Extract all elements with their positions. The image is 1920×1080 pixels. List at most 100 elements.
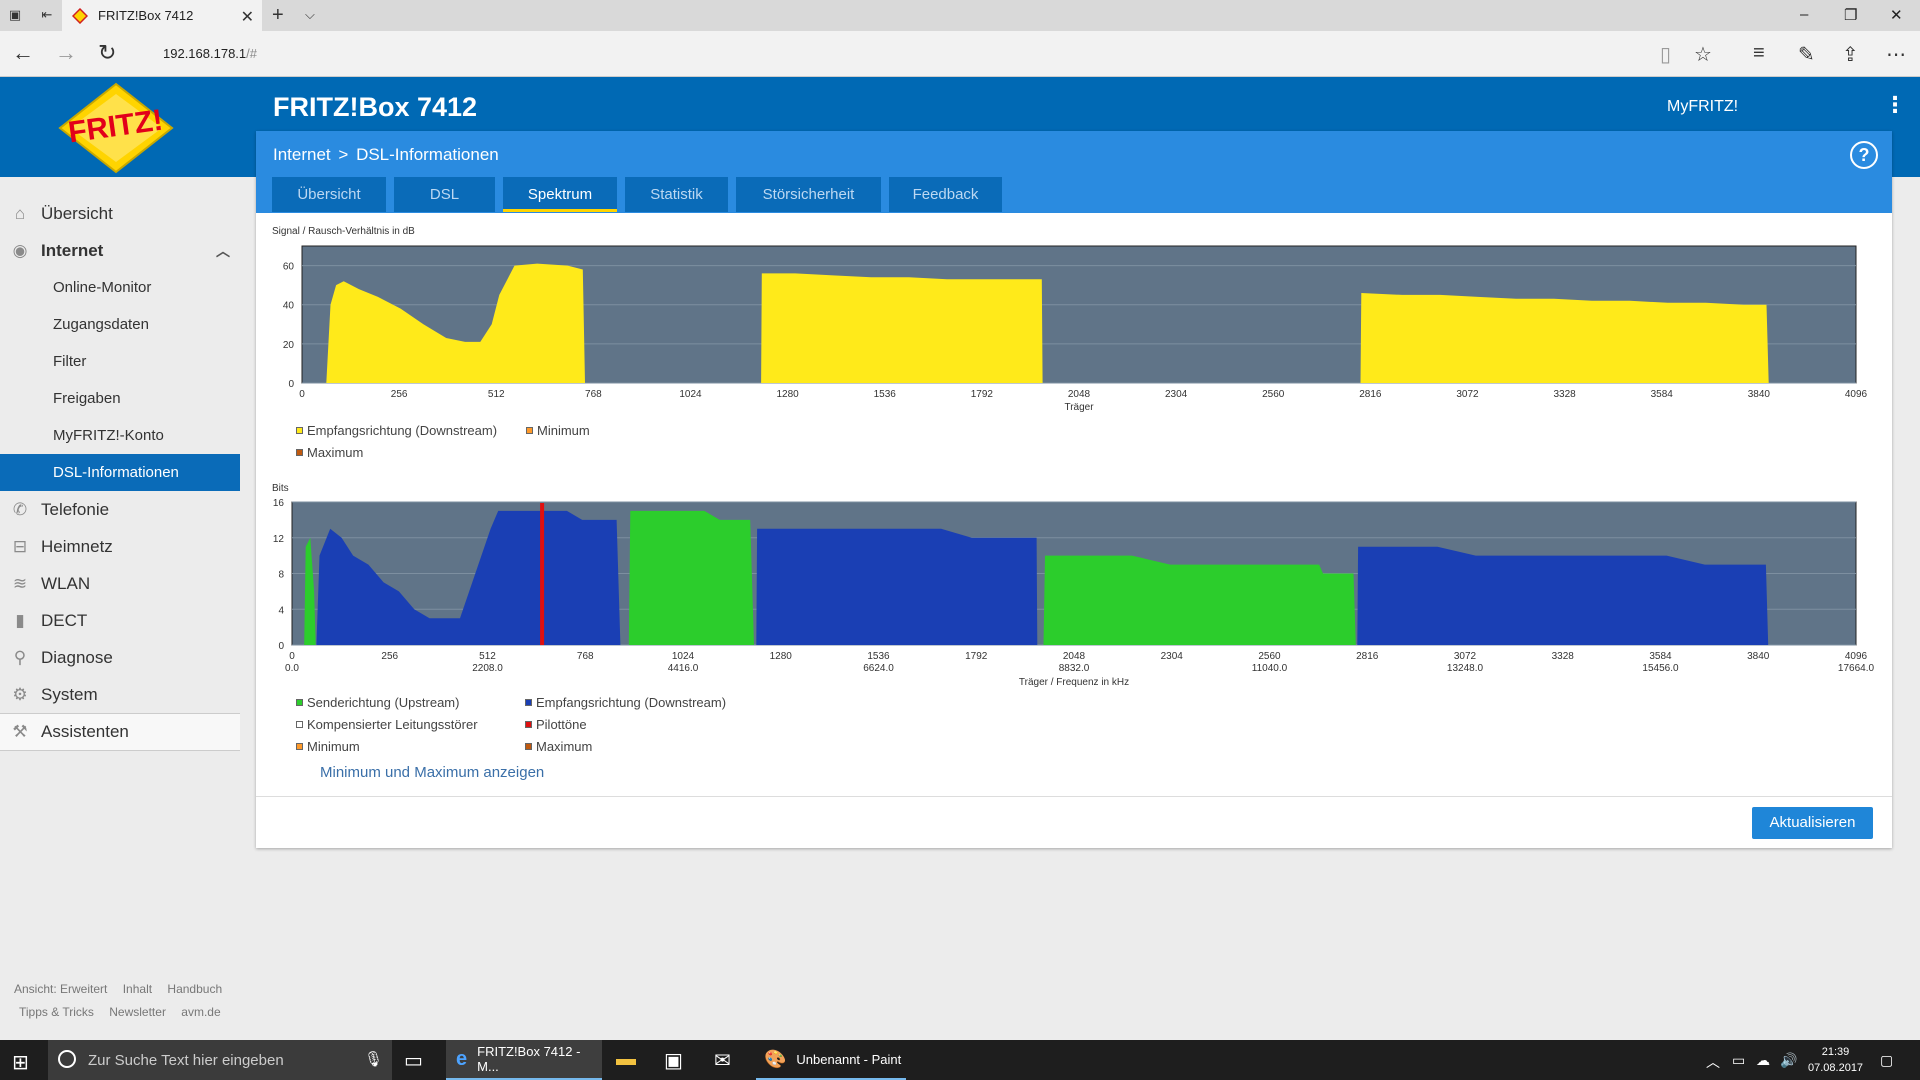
tab-statistik[interactable]: Statistik [625,177,728,212]
microphone-icon[interactable]: 🎙 [364,1051,384,1068]
task-view-icon[interactable]: ▭ [404,1050,423,1072]
footer-link-avm[interactable]: avm.de [181,1005,221,1019]
sidebar-item-wlan[interactable]: ≋ WLAN [0,565,240,602]
sidebar-item-label: DECT [41,610,88,630]
paint-icon: 🎨 [764,1048,787,1069]
x-tick-label: 512 [479,651,496,662]
x-axis-label: Träger / Frequenz in kHz [1019,677,1129,688]
sidebar-item-label: Übersicht [41,203,113,223]
action-center-icon[interactable]: ▢ [1880,1052,1894,1068]
myfritz-link[interactable]: MyFRITZ! [1667,98,1739,115]
minimize-icon[interactable]: – [1800,6,1809,23]
share-icon[interactable]: ⇪ [1842,44,1859,66]
legend-swatch-green [296,699,303,706]
tray-volume-icon[interactable]: 🔊 [1780,1052,1798,1068]
show-min-max-link[interactable]: Minimum und Maximum anzeigen [320,764,545,781]
mail-icon[interactable]: ✉ [714,1050,731,1072]
fritz-logo[interactable]: FRITZ! [56,80,176,176]
web-note-icon[interactable]: ✎ [1798,44,1815,66]
update-button[interactable]: Aktualisieren [1752,807,1873,839]
sidebar-subitem-myfritz-konto[interactable]: MyFRITZ!-Konto [53,427,164,444]
x-tick-label: 2304 [1165,389,1188,400]
sidebar-item-system[interactable]: ⚙ System [0,676,240,713]
sidebar-subitem-filter[interactable]: Filter [53,353,87,370]
sidebar-subitem-freigaben[interactable]: Freigaben [53,390,121,407]
x-tick-label: 2048 [1068,389,1091,400]
sidebar-item-label: WLAN [41,573,91,593]
freq-tick-label: 4416.0 [668,663,699,674]
legend-swatch-blue [525,699,532,706]
kebab-menu-icon[interactable]: ⋮ [1884,92,1906,117]
url-field[interactable]: 192.168.178.1/# [163,46,257,61]
footer-link-inhalt[interactable]: Inhalt [122,982,153,996]
sidebar-item-uebersicht[interactable]: ⌂ Übersicht [0,195,240,232]
help-icon[interactable]: ? [1850,141,1878,169]
restore-icon[interactable]: ❐ [1844,7,1858,24]
more-icon[interactable]: ⋯ [1886,44,1906,66]
sidebar-item-internet[interactable]: ◉ Internet ︿ [0,232,240,269]
store-icon[interactable]: ▣ [664,1050,683,1072]
browser-tab[interactable]: FRITZ!Box 7412 ✕ [62,0,262,31]
tab-feedback[interactable]: Feedback [889,177,1002,212]
tab-preview-chevron-icon[interactable]: ⌵ [305,7,315,22]
chevron-up-icon[interactable]: ︿ [216,242,230,259]
tray-cloud-icon[interactable]: ☁ [1756,1052,1770,1068]
sidebar-item-assistenten[interactable]: ⚒ Assistenten [0,713,240,750]
back-icon[interactable]: ← [12,40,34,65]
refresh-icon[interactable]: ↻ [98,40,117,65]
windows-start-icon[interactable]: ⊞ [12,1052,29,1074]
footer-link-ansicht[interactable]: Ansicht: Erweitert [14,982,108,996]
pilot-tone-mark [540,503,545,645]
x-tick-label: 1280 [777,389,800,400]
series-area [316,510,1769,645]
legend-label: Maximum [536,739,593,754]
sidebar-item-diagnose[interactable]: ⚲ Diagnose [0,639,240,676]
system-icon: ⚙ [12,684,28,704]
legend-swatch-orange [296,743,303,750]
taskbar-search-placeholder: Zur Suche Text hier eingeben [88,1052,284,1069]
x-tick-label: 0 [289,651,295,662]
x-tick-label: 512 [488,389,505,400]
close-tab-icon[interactable]: ✕ [240,9,254,26]
new-tab-icon[interactable]: + [272,4,284,26]
network-icon: ⊟ [12,536,28,556]
window-close-icon[interactable]: ✕ [1890,7,1903,24]
taskbar-search[interactable]: Zur Suche Text hier eingeben 🎙 [48,1040,392,1080]
taskbar-clock[interactable]: 21:39 07.08.2017 [1808,1044,1863,1076]
tray-chevron-up-icon[interactable]: ︿ [1706,1054,1720,1070]
footer-link-newsletter[interactable]: Newsletter [109,1005,166,1019]
y-tick-label: 40 [283,301,295,312]
reading-view-icon[interactable]: ▯ [1660,44,1672,66]
tray-network-icon[interactable]: ▭ [1732,1052,1746,1068]
footer-link-tipps[interactable]: Tipps & Tricks [19,1005,94,1019]
footer-link-handbuch[interactable]: Handbuch [167,982,223,996]
tab-spektrum[interactable]: Spektrum [503,177,617,212]
sidebar-item-dect[interactable]: ▮ DECT [0,602,240,639]
tab-overview-icon[interactable]: ▣ [8,7,22,22]
snr-chart-ylabel: Signal / Rausch-Verhältnis in dB [272,226,415,237]
sidebar-subitem-online-monitor[interactable]: Online-Monitor [53,279,152,296]
breadcrumb-internet[interactable]: Internet [273,145,331,164]
file-explorer-icon[interactable]: ▬ [616,1048,636,1070]
sidebar-subitem-dsl-informationen[interactable]: DSL-Informationen [0,454,240,491]
freq-tick-label: 6624.0 [863,663,894,674]
sidebar-subitem-zugangsdaten[interactable]: Zugangsdaten [53,316,149,333]
sidebar-item-heimnetz[interactable]: ⊟ Heimnetz [0,528,240,565]
tab-uebersicht[interactable]: Übersicht [272,177,386,212]
legend-label: Kompensierter Leitungsstörer [307,717,478,732]
taskbar-app-edge[interactable]: e FRITZ!Box 7412 - M... [446,1040,602,1080]
legend-swatch-orange [526,427,533,434]
hub-icon[interactable]: ≡ [1753,42,1765,64]
x-tick-label: 2048 [1063,651,1086,662]
y-tick-label: 0 [288,379,294,390]
favorite-star-icon[interactable]: ☆ [1694,44,1712,66]
panel-header: Internet > DSL-Informationen ? Übersicht… [256,131,1892,213]
taskbar-app-paint[interactable]: 🎨 Unbenannt - Paint [756,1040,906,1080]
sidebar-item-label: Diagnose [41,647,113,667]
tab-stoersicherheit[interactable]: Störsicherheit [736,177,881,212]
sidebar-item-telefonie[interactable]: ✆ Telefonie [0,491,240,528]
y-tick-label: 20 [283,340,295,351]
forward-icon[interactable]: → [55,40,77,65]
tab-dsl[interactable]: DSL [394,177,495,212]
set-aside-tabs-icon[interactable]: ⇤ [41,7,53,22]
